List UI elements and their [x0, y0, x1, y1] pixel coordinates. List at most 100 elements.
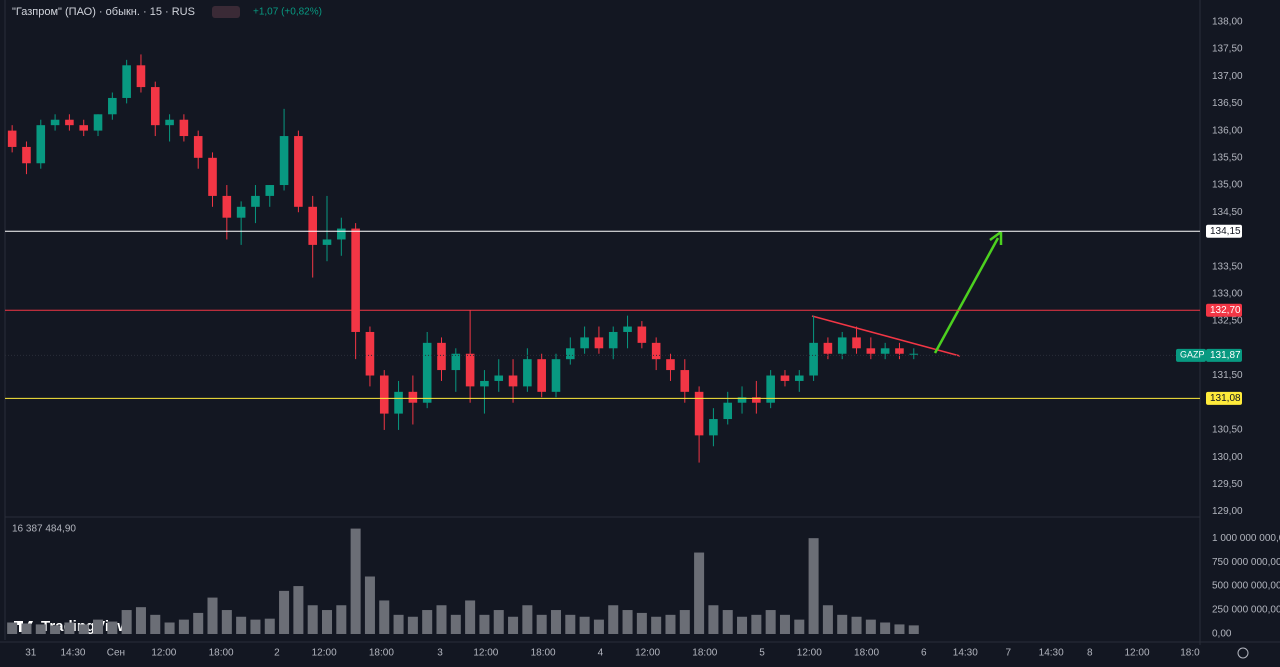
- volume-bar: [422, 610, 433, 634]
- price-tag-label: 131,08: [1210, 393, 1241, 404]
- volume-bar: [150, 614, 161, 634]
- volume-bar: [593, 619, 604, 634]
- x-tick-label: 6: [921, 648, 927, 659]
- candle-body: [608, 331, 618, 349]
- volume-bar: [651, 616, 662, 634]
- volume-bar: [135, 607, 146, 634]
- volume-bar: [837, 614, 848, 634]
- candle-body: [136, 65, 146, 88]
- y-tick-label: 129,00: [1212, 506, 1243, 517]
- x-tick-label: 8: [1087, 648, 1093, 659]
- y-tick-label: 136,50: [1212, 98, 1243, 109]
- y-tick-label: 138,00: [1212, 16, 1243, 27]
- candle-body: [7, 130, 17, 147]
- candle-body: [36, 125, 46, 164]
- candle-body: [508, 375, 518, 387]
- volume-bar: [851, 616, 862, 634]
- x-tick-label: 18:00: [209, 648, 234, 659]
- volume-bar: [121, 610, 132, 634]
- volume-bar: [307, 605, 318, 634]
- volume-bar: [407, 616, 418, 634]
- candle-body: [480, 380, 489, 387]
- candle-body: [451, 353, 461, 371]
- volume-bar: [522, 605, 533, 634]
- x-tick-label: 12:00: [312, 648, 337, 659]
- x-tick-label: 31: [25, 648, 37, 659]
- x-tick-label: 5: [759, 648, 765, 659]
- x-tick-label: 12:00: [473, 648, 498, 659]
- candle-body: [394, 391, 403, 414]
- volume-bar: [393, 614, 404, 634]
- volume-tick-label: 500 000 000,00: [1212, 581, 1280, 592]
- volume-tick-label: 750 000 000,00: [1212, 557, 1280, 568]
- candle-body: [494, 375, 504, 381]
- x-tick-label: Сен: [107, 648, 125, 659]
- candle-body: [351, 228, 360, 332]
- y-tick-label: 133,50: [1212, 261, 1243, 272]
- candle-body: [651, 342, 661, 360]
- candle-body: [794, 375, 804, 381]
- x-tick-label: 12:00: [797, 648, 822, 659]
- volume-bar: [193, 612, 204, 634]
- candle-body: [279, 136, 289, 186]
- candle-body: [637, 326, 647, 343]
- y-tick-label: 135,50: [1212, 152, 1243, 163]
- candle-body: [709, 419, 718, 436]
- x-tick-label: 7: [1005, 648, 1011, 659]
- candle-body: [866, 348, 876, 354]
- candle-body: [823, 342, 833, 354]
- x-tick-label: 12:00: [151, 648, 176, 659]
- volume-bar: [465, 600, 476, 634]
- volume-bar: [35, 624, 46, 634]
- candle-body: [465, 353, 475, 387]
- settings-icon[interactable]: [1237, 647, 1249, 659]
- y-tick-label: 131,50: [1212, 370, 1243, 381]
- candle-body: [551, 359, 561, 392]
- candle-body: [93, 114, 103, 131]
- volume-bar: [350, 528, 361, 634]
- candle-body: [909, 353, 919, 355]
- price-change: +1,07 (+0,82%): [253, 7, 322, 18]
- volume-bar: [722, 610, 733, 634]
- volume-title: 16 387 484,90: [12, 524, 76, 535]
- candle-body: [623, 326, 632, 332]
- candle-body: [422, 342, 432, 403]
- candle-body: [122, 65, 131, 98]
- volume-bar: [865, 619, 876, 634]
- x-tick-label: 2: [274, 648, 280, 659]
- volume-bar: [880, 622, 891, 634]
- volume-bar: [264, 618, 275, 634]
- candle-body: [837, 337, 847, 354]
- volume-bar: [822, 605, 833, 634]
- candle-body: [580, 337, 589, 349]
- candle-body: [666, 359, 675, 371]
- volume-bar: [279, 590, 290, 634]
- volume-bar: [250, 619, 261, 634]
- volume-tick-label: 250 000 000,00: [1212, 605, 1280, 616]
- volume-bar: [665, 614, 676, 634]
- x-tick-label: 18:0: [1180, 648, 1200, 659]
- volume-bar: [579, 616, 590, 634]
- trend-line[interactable]: [811, 315, 961, 357]
- y-tick-label: 134,50: [1212, 207, 1243, 218]
- y-tick-label: 132,50: [1212, 316, 1243, 327]
- arrow-shaft[interactable]: [933, 237, 1000, 354]
- candle-body: [193, 136, 203, 158]
- volume-bar: [808, 538, 819, 634]
- candle-body: [208, 157, 217, 196]
- candle-body: [752, 397, 761, 403]
- candle-body: [251, 195, 260, 207]
- candle-body: [79, 125, 89, 131]
- candle-body: [108, 97, 117, 115]
- volume-bar: [550, 610, 561, 634]
- x-tick-label: 18:00: [369, 648, 394, 659]
- candle-body: [365, 331, 375, 376]
- symbol-title[interactable]: "Газпром" (ПАО) · обыкн. · 15 · RUS: [12, 6, 195, 18]
- volume-bar: [765, 610, 776, 634]
- candle-body: [322, 239, 332, 245]
- y-tick-label: 137,50: [1212, 44, 1243, 55]
- arrow-head[interactable]: [989, 230, 1003, 245]
- candle-body: [766, 375, 775, 403]
- indicator-badge[interactable]: [212, 6, 240, 18]
